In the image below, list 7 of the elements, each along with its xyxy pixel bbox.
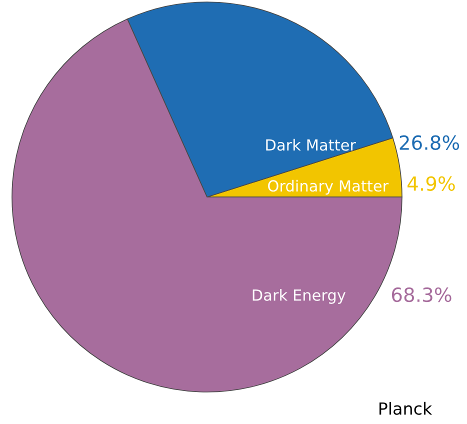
text: Planck bbox=[380, 402, 432, 415]
data-label: 68.3% bbox=[392, 287, 452, 302]
data-label: 26.8% bbox=[400, 135, 460, 150]
data-label: 4.9% bbox=[408, 176, 455, 191]
slice-label: Dark Matter bbox=[266, 138, 356, 151]
slice-label: Ordinary Matter bbox=[268, 180, 389, 195]
slice-label: Dark Energy bbox=[252, 289, 346, 304]
